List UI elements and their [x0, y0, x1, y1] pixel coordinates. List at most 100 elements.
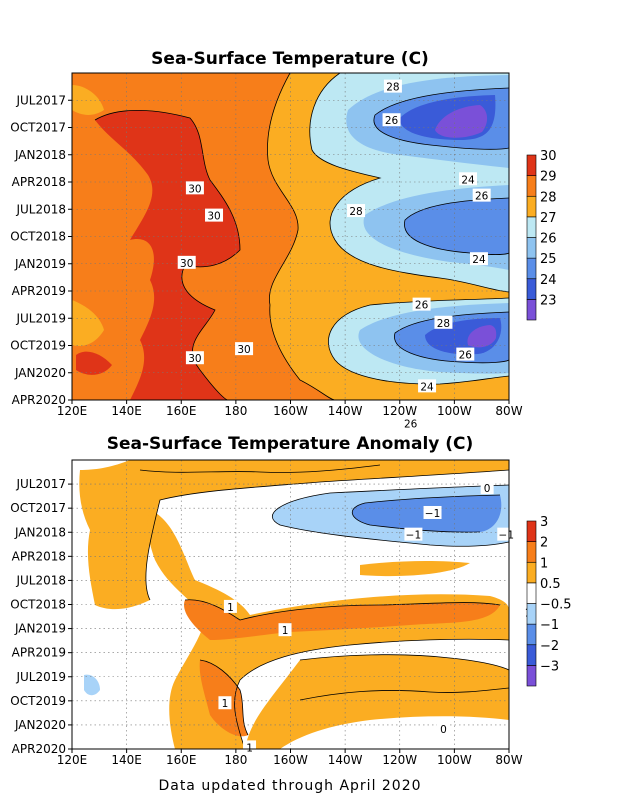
anomaly-y-axis: JUL2017 OCT2017 JAN2018 APR2018 JUL2018 OCT20… — [10, 477, 72, 756]
contour-label: 26 — [472, 188, 491, 203]
anomaly-warm-region-east-2020 — [245, 654, 509, 749]
colorbar-swatch — [526, 257, 537, 280]
contour-label: 1 — [278, 623, 292, 637]
x-tick-label: 80W — [495, 404, 522, 418]
y-tick-label: JAN2020 — [14, 718, 66, 732]
contour-label-text: 26 — [404, 419, 418, 431]
sst-gridlines — [72, 73, 509, 400]
contour-label-bg — [218, 696, 232, 710]
colorbar-swatch — [526, 561, 537, 584]
contour-label: 30 — [235, 342, 254, 356]
x-tick-label: 180 — [224, 753, 247, 767]
y-tick-label: JAN2019 — [14, 257, 66, 271]
contour-label: 1 — [223, 599, 237, 614]
x-tick-label: 160W — [273, 753, 308, 767]
contour-label: 26 — [401, 416, 420, 431]
contour-label: 28 — [383, 79, 402, 94]
colorbar-label: −1 — [540, 618, 559, 633]
contour-label-text: 1 — [246, 742, 253, 754]
contour-label-text: 1 — [227, 602, 234, 614]
colorbar-label: 27 — [540, 211, 557, 226]
sst-x-axis: 120E 140E 160E 180 160W 140W 120W 100W 80W — [57, 400, 523, 418]
footer-note: Data updated through April 2020 — [158, 778, 421, 794]
colorbar-swatch — [526, 216, 537, 238]
contour-label-bg — [469, 252, 488, 266]
x-tick-label: 120W — [382, 753, 417, 767]
contour-label-text: 1 — [222, 698, 229, 710]
sst-region-below-23 — [435, 105, 488, 138]
sst-region-27-28-northwest — [72, 85, 104, 115]
anomaly-warm-region-2018 — [360, 560, 470, 577]
contour-label-bg — [185, 351, 204, 365]
anomaly-colorbar: −3 −2 −1 −0.5 0.5 1 2 3 — [526, 515, 572, 687]
y-tick-label: APR2018 — [12, 549, 66, 563]
contour-label-bg — [347, 204, 366, 218]
contour-label-text: 30 — [188, 353, 201, 365]
contour-label-text: 1 — [282, 625, 289, 637]
contour-label-bg — [177, 255, 196, 269]
y-tick-label: JUL2018 — [15, 202, 66, 216]
colorbar-swatch — [526, 520, 537, 542]
anomaly-x-axis: 120E 140E 160E 180 160W 140W 120W 100W 80W — [57, 749, 523, 767]
y-tick-label: APR2019 — [12, 646, 66, 660]
y-tick-label: APR2018 — [12, 175, 66, 189]
colorbar-label: 30 — [540, 149, 557, 164]
colorbar-swatch — [526, 299, 537, 321]
contour-label: −1 — [404, 527, 423, 542]
contour-label-text: 0 — [440, 724, 447, 736]
colorbar-swatch — [526, 665, 537, 687]
x-tick-label: 160E — [166, 404, 197, 418]
colorbar-label: 26 — [540, 232, 557, 247]
contour-label-text: 28 — [437, 318, 450, 330]
x-tick-label: 160E — [166, 753, 197, 767]
contour-label-text: 24 — [461, 174, 475, 186]
contour-label-text: 0 — [484, 483, 491, 495]
y-tick-label: APR2019 — [12, 284, 66, 298]
y-tick-label: JUL2017 — [15, 93, 66, 107]
contour-label-bg — [480, 481, 494, 495]
anomaly-region-1-2-2018 — [184, 599, 501, 640]
x-tick-label: 140E — [111, 753, 142, 767]
contour-label-bg — [434, 315, 453, 329]
sst-y-axis: JUL2017 OCT2017 JAN2018 APR2018 JUL2018 OCT20… — [10, 93, 72, 407]
contour-label: 28 — [434, 315, 453, 330]
sst-region-27-28-west — [72, 300, 104, 347]
contour-label-text: −1 — [425, 508, 440, 520]
x-tick-label: 100W — [437, 404, 472, 418]
x-tick-label: 80W — [495, 753, 522, 767]
contour-label-text: −1 — [499, 530, 514, 542]
contour-label-text: 26 — [475, 191, 489, 203]
contour-label-bg — [418, 379, 437, 393]
colorbar-label: 28 — [540, 190, 557, 205]
contour-label-text: 24 — [472, 254, 486, 266]
contour-label: 24 — [418, 379, 437, 393]
colorbar-swatch — [526, 644, 537, 666]
contour-label-text: −1 — [406, 530, 421, 542]
y-tick-label: JAN2018 — [14, 148, 66, 162]
contour-label: 26 — [412, 297, 431, 312]
contour-label: −1 — [497, 527, 516, 542]
colorbar-label: −0.5 — [540, 598, 572, 613]
contour-label: −1 — [423, 505, 442, 520]
colorbar-swatch — [526, 603, 537, 625]
y-tick-label: JAN2018 — [14, 525, 66, 539]
chart-title-anomaly: Sea-Surface Temperature Anomaly (C) — [107, 434, 474, 454]
x-tick-label: 140E — [111, 404, 142, 418]
colorbar-label: 3 — [540, 515, 548, 530]
contour-label-bg — [401, 416, 420, 430]
anomaly-plot-area: −1−1−10111110 120E140E160E180160W140W120… — [10, 459, 535, 767]
colorbar-swatch — [526, 175, 537, 197]
y-tick-label: OCT2018 — [10, 598, 66, 612]
contour-label-bg — [243, 740, 257, 754]
x-tick-label: 140W — [328, 753, 363, 767]
colorbar-swatch — [526, 195, 537, 218]
x-tick-label: 120W — [382, 404, 417, 418]
y-tick-label: JUL2017 — [15, 477, 66, 491]
anomaly-cool-patch-west — [84, 674, 100, 696]
y-tick-label: APR2020 — [12, 393, 66, 407]
y-tick-label: APR2020 — [12, 742, 66, 756]
contour-label: 0 — [480, 481, 494, 495]
chart-title-sst: Sea-Surface Temperature (C) — [151, 49, 429, 69]
colorbar-label: 2 — [540, 536, 548, 551]
contour-label-bg — [497, 527, 516, 541]
